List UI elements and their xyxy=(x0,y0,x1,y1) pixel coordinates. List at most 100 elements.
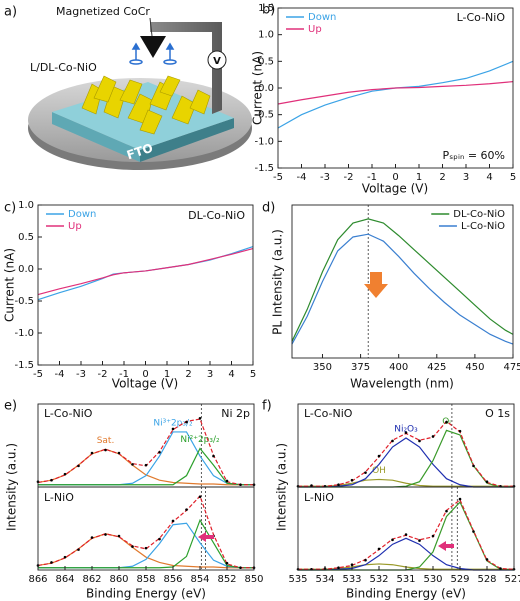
data-point xyxy=(185,420,188,424)
x-tick-label: -3 xyxy=(76,369,86,380)
series-line xyxy=(37,247,254,296)
x-tick-label: 5 xyxy=(250,369,256,380)
component-label: Sat. xyxy=(97,436,115,446)
x-tick-label: 532 xyxy=(369,574,388,585)
x-tick-label: -1 xyxy=(367,172,377,183)
panel-label: d) xyxy=(262,201,275,216)
y-tick-label: 0.0 xyxy=(258,83,274,94)
data-point xyxy=(418,539,421,542)
data-point xyxy=(90,451,94,455)
y-tick-label: 0.0 xyxy=(18,264,34,275)
data-point xyxy=(472,464,475,468)
data-point xyxy=(77,548,80,551)
series-line xyxy=(38,447,254,486)
data-point xyxy=(445,509,448,513)
data-point xyxy=(144,463,148,467)
data-point xyxy=(391,538,394,542)
data-point xyxy=(225,479,229,483)
data-point xyxy=(404,431,408,434)
panel-label: a) xyxy=(4,5,17,20)
y-tick-label: -0.5 xyxy=(14,296,34,307)
data-point xyxy=(171,519,175,523)
chart: -5 -4 -3 -2 -1 0 1 2 3 4 5 -1.5 -1.0 -0.5 0.0 0.5 1.0 Dow… xyxy=(3,200,257,391)
x-axis-label: Binding Energy (eV) xyxy=(346,587,466,601)
chart-title: DL-Co-NiO xyxy=(188,209,245,222)
substrate-side xyxy=(140,118,234,162)
data-point xyxy=(77,464,80,468)
x-tick-label: -4 xyxy=(297,172,307,183)
data-point xyxy=(171,427,175,431)
y-tick-label: 1.0 xyxy=(258,30,274,41)
data-point xyxy=(377,547,381,551)
illustration: a) FTO V Magnetized CoCr L/DL-Co-NiO xyxy=(4,5,252,170)
data-point xyxy=(63,555,67,559)
data-point xyxy=(117,534,121,538)
component-label: OH xyxy=(372,466,386,476)
x-tick-label: 535 xyxy=(288,574,307,585)
chart-subtitle: O 1s xyxy=(485,407,510,420)
x-tick-label: -3 xyxy=(320,172,330,183)
x-tick-label: 425 xyxy=(427,362,446,373)
y-axis-label: PL Intensity (a.u.) xyxy=(271,229,285,335)
x-tick-label: 1 xyxy=(164,369,170,380)
data-point xyxy=(485,480,489,484)
x-tick-label: 850 xyxy=(244,574,263,585)
data-point xyxy=(239,483,242,487)
decrease-arrow xyxy=(364,272,388,298)
probe-tip xyxy=(140,36,166,58)
data-point xyxy=(50,561,53,564)
voltmeter xyxy=(207,50,227,70)
x-tick-label: -5 xyxy=(33,369,43,380)
series-line xyxy=(298,429,514,488)
x-tick-label: 862 xyxy=(82,574,101,585)
data-point xyxy=(445,420,448,424)
data-point xyxy=(485,558,489,561)
x-tick-label: 375 xyxy=(351,362,370,373)
spin-arrows xyxy=(129,42,177,65)
data-point xyxy=(212,454,215,458)
x-tick-label: 533 xyxy=(342,574,361,585)
x-tick-label: 860 xyxy=(109,574,128,585)
x-tick-label: 4 xyxy=(486,172,492,183)
tip-label: Magnetized CoCr xyxy=(56,5,150,18)
series-line xyxy=(298,437,514,488)
series-line xyxy=(38,518,254,569)
chart-subtitle: Ni 2p xyxy=(221,407,250,420)
chart-title: L-NiO xyxy=(304,491,334,504)
x-tick-label: 1 xyxy=(416,172,422,183)
data-point xyxy=(404,533,408,536)
x-tick-label: 450 xyxy=(465,362,484,373)
x-tick-label: 0 xyxy=(142,369,148,380)
panel-label: b) xyxy=(262,3,275,18)
y-tick-label: -1.5 xyxy=(254,163,274,174)
data-point xyxy=(350,563,354,567)
sample-label: L/DL-Co-NiO xyxy=(30,61,97,74)
x-axis-label: Voltage (V) xyxy=(112,377,178,391)
data-point xyxy=(50,478,53,482)
y-axis-label: Intensity (a.u.) xyxy=(275,443,289,531)
data-point xyxy=(158,537,161,541)
data-point xyxy=(337,566,340,570)
data-point xyxy=(117,451,121,455)
series-line xyxy=(37,246,254,301)
x-tick-label: 531 xyxy=(396,574,415,585)
chart-title: L-NiO xyxy=(44,491,74,504)
legend-label: Down xyxy=(68,209,96,220)
data-point xyxy=(499,567,502,570)
x-tick-label: 852 xyxy=(217,574,236,585)
data-point xyxy=(350,478,354,482)
data-point xyxy=(431,534,435,538)
crystals xyxy=(81,75,211,135)
component-label: Ni²⁺2p₃/₂ xyxy=(180,435,220,445)
decorations xyxy=(198,272,454,551)
x-tick-label: 400 xyxy=(389,362,408,373)
substrate-front xyxy=(52,112,140,162)
data-point xyxy=(131,463,134,466)
series-line xyxy=(38,522,254,569)
series-line xyxy=(37,448,254,486)
series-line xyxy=(277,60,514,129)
shift-arrow xyxy=(198,532,214,542)
data-point xyxy=(131,545,134,548)
